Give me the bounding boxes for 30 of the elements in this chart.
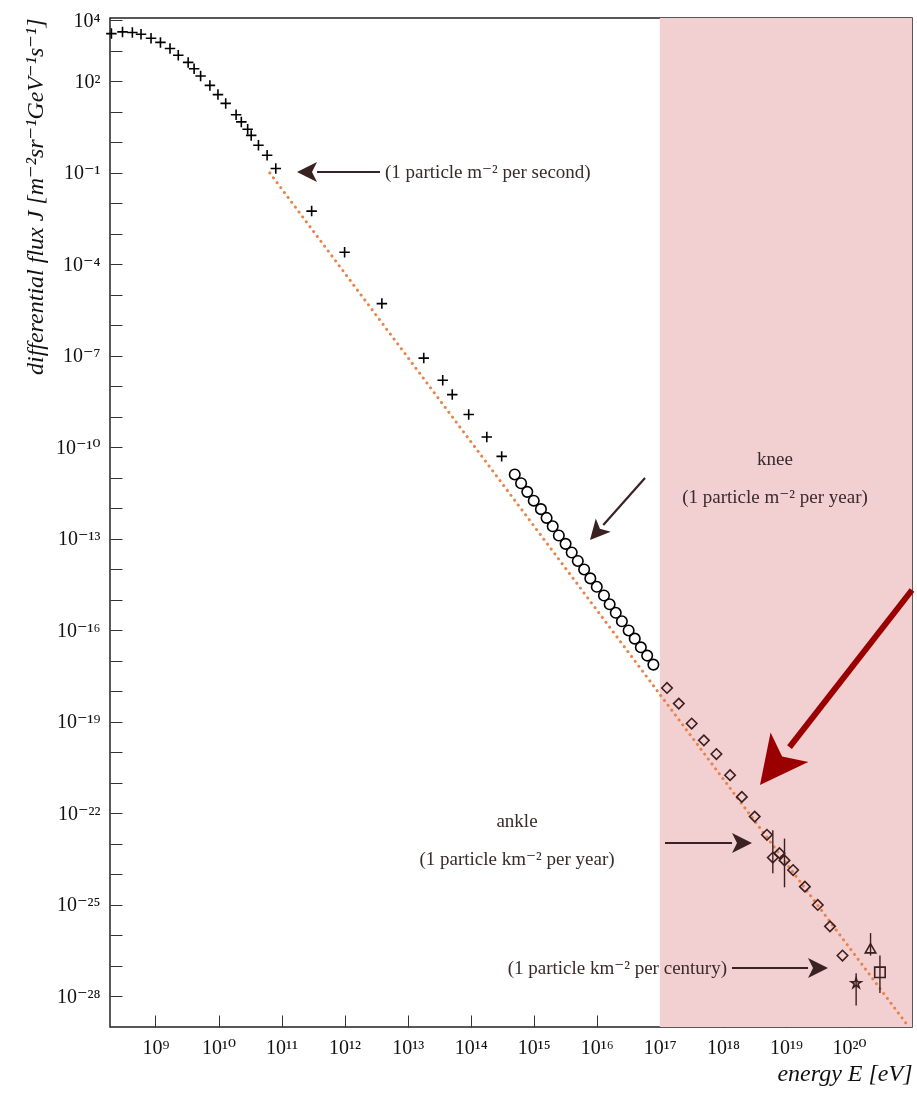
- x-tick-label: 10¹⁵: [517, 1035, 551, 1058]
- x-tick-label: 10⁹: [142, 1035, 170, 1058]
- x-tick-label: 10¹⁸: [706, 1035, 740, 1058]
- annotation: ankle (1 particle km⁻² per year): [419, 810, 615, 870]
- y-tick-label: 10⁻¹⁶: [56, 618, 101, 641]
- y-tick-label: 10⁻²²: [57, 801, 101, 824]
- x-tick-label: 10¹²: [329, 1035, 362, 1058]
- y-tick-label: 10⁻⁷: [62, 344, 101, 367]
- annotation: (1 particle km⁻² per century): [507, 957, 727, 979]
- y-tick-label: 10²: [74, 69, 101, 92]
- y-tick-label: 10⁻²⁵: [56, 893, 101, 916]
- x-tick-label: 10¹⁶: [580, 1035, 614, 1058]
- annotation: knee (1 particle m⁻² per year): [682, 448, 868, 508]
- x-tick-label: 10¹⁰: [202, 1035, 237, 1058]
- annotation: (1 particle m⁻² per second): [385, 161, 591, 183]
- y-tick-label: 10⁻¹⁰: [55, 435, 101, 458]
- y-tick-label: 10⁻²⁸: [56, 985, 101, 1007]
- x-tick-label: 10¹¹: [266, 1035, 299, 1058]
- x-tick-label: 10¹⁴: [454, 1035, 488, 1058]
- y-axis-title: differential flux J [m⁻²sr⁻¹GeV⁻¹s⁻¹]: [21, 18, 48, 376]
- x-tick-label: 10¹⁷: [643, 1035, 677, 1058]
- x-tick-label: 10¹³: [392, 1035, 425, 1058]
- x-axis-title: energy E [eV]: [777, 1059, 913, 1086]
- y-tick-label: 10⁴: [73, 8, 101, 31]
- y-tick-label: 10⁻⁴: [62, 252, 101, 275]
- x-tick-label: 10²⁰: [832, 1035, 867, 1058]
- y-tick-label: 10⁻¹⁹: [56, 710, 101, 733]
- y-tick-label: 10⁻¹: [63, 161, 101, 184]
- y-tick-label: 10⁻¹³: [57, 527, 101, 550]
- x-tick-label: 10¹⁹: [769, 1035, 803, 1058]
